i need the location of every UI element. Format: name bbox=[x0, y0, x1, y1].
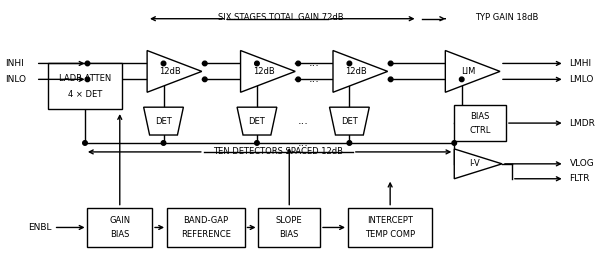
Text: 12dB: 12dB bbox=[159, 67, 181, 76]
Text: TEN DETECTORS SPACED 12dB: TEN DETECTORS SPACED 12dB bbox=[214, 147, 343, 156]
Circle shape bbox=[388, 77, 393, 82]
Polygon shape bbox=[147, 51, 202, 92]
Circle shape bbox=[254, 141, 259, 145]
Text: ...: ... bbox=[298, 138, 308, 148]
Bar bbox=[454, 105, 506, 141]
Text: BIAS: BIAS bbox=[470, 112, 490, 121]
Text: BIAS: BIAS bbox=[280, 230, 299, 239]
Polygon shape bbox=[454, 149, 502, 179]
Text: 12dB: 12dB bbox=[345, 67, 367, 76]
Polygon shape bbox=[143, 107, 184, 135]
Text: LMLO: LMLO bbox=[569, 75, 594, 84]
Text: CTRL: CTRL bbox=[469, 126, 491, 134]
Text: LMDR: LMDR bbox=[569, 119, 595, 128]
Circle shape bbox=[296, 61, 301, 66]
Bar bbox=[259, 208, 320, 247]
Text: LIM: LIM bbox=[461, 67, 475, 76]
Bar bbox=[167, 208, 245, 247]
Bar bbox=[88, 208, 152, 247]
Polygon shape bbox=[329, 107, 369, 135]
Circle shape bbox=[85, 61, 90, 66]
Bar bbox=[48, 63, 122, 109]
Text: BAND-GAP: BAND-GAP bbox=[183, 216, 229, 225]
Text: INLO: INLO bbox=[5, 75, 26, 84]
Circle shape bbox=[85, 77, 90, 82]
Circle shape bbox=[161, 141, 166, 145]
Text: LMHI: LMHI bbox=[569, 59, 592, 68]
Text: TEMP COMP: TEMP COMP bbox=[365, 230, 415, 239]
Circle shape bbox=[202, 77, 207, 82]
Polygon shape bbox=[333, 51, 388, 92]
Text: TYP GAIN 18dB: TYP GAIN 18dB bbox=[475, 13, 539, 22]
Text: ...: ... bbox=[308, 59, 320, 68]
Text: VLOG: VLOG bbox=[569, 159, 595, 168]
Text: 4 × DET: 4 × DET bbox=[68, 90, 102, 99]
Text: DET: DET bbox=[248, 116, 265, 126]
Bar bbox=[348, 208, 433, 247]
Circle shape bbox=[254, 61, 259, 66]
Text: ENBL: ENBL bbox=[28, 223, 52, 232]
Text: BIAS: BIAS bbox=[110, 230, 130, 239]
Text: GAIN: GAIN bbox=[109, 216, 130, 225]
Text: SLOPE: SLOPE bbox=[276, 216, 302, 225]
Circle shape bbox=[83, 141, 87, 145]
Text: LADR ATTEN: LADR ATTEN bbox=[59, 74, 111, 83]
Text: 12dB: 12dB bbox=[253, 67, 274, 76]
Polygon shape bbox=[445, 51, 500, 92]
Text: DET: DET bbox=[155, 116, 172, 126]
Circle shape bbox=[202, 61, 207, 66]
Polygon shape bbox=[241, 51, 295, 92]
Text: ...: ... bbox=[308, 74, 320, 84]
Text: DET: DET bbox=[341, 116, 358, 126]
Circle shape bbox=[347, 141, 352, 145]
Circle shape bbox=[388, 61, 393, 66]
Text: SIX STAGES TOTAL GAIN 72dB: SIX STAGES TOTAL GAIN 72dB bbox=[218, 13, 344, 22]
Text: FLTR: FLTR bbox=[569, 174, 590, 183]
Text: REFERENCE: REFERENCE bbox=[181, 230, 231, 239]
Text: ...: ... bbox=[298, 116, 308, 126]
Text: INTERCEPT: INTERCEPT bbox=[367, 216, 413, 225]
Text: I-V: I-V bbox=[469, 159, 479, 168]
Text: INHI: INHI bbox=[5, 59, 24, 68]
Circle shape bbox=[161, 61, 166, 66]
Circle shape bbox=[460, 77, 464, 82]
Polygon shape bbox=[237, 107, 277, 135]
Circle shape bbox=[296, 77, 301, 82]
Circle shape bbox=[452, 141, 457, 145]
Circle shape bbox=[347, 61, 352, 66]
